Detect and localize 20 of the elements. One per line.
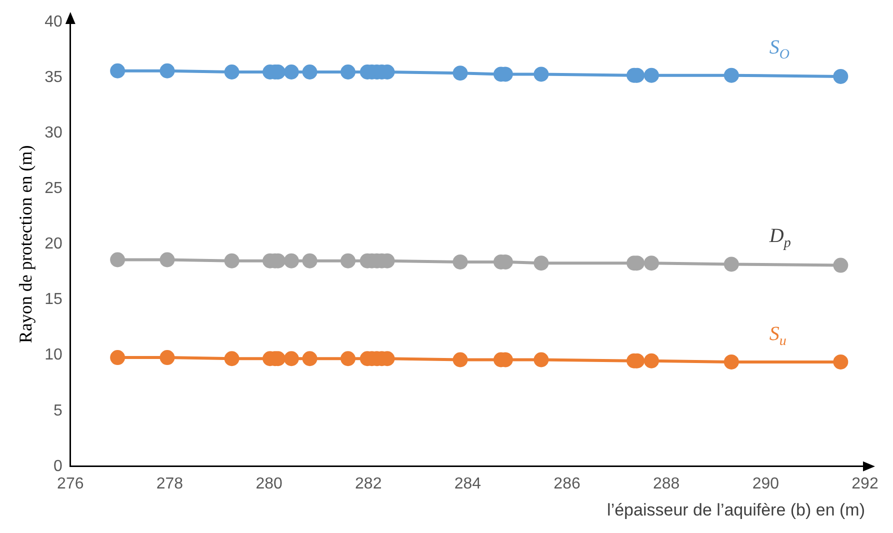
x-tick-label: 276 — [57, 475, 84, 492]
y-tick-label: 35 — [44, 68, 62, 86]
x-tick-label: 290 — [752, 475, 780, 492]
y-tick-label: 5 — [53, 402, 62, 420]
y-tick-label: 25 — [44, 180, 62, 198]
x-tick-label: 278 — [156, 475, 184, 492]
x-tick-label: 292 — [852, 475, 878, 492]
x-tick-label: 280 — [256, 475, 282, 492]
x-axis-title: l’épaisseur de l’aquifère (b) en (m) — [607, 500, 865, 520]
y-tick-label: 15 — [44, 291, 62, 308]
y-tick-label: 30 — [44, 124, 62, 142]
y-tick-label: 0 — [53, 458, 62, 475]
x-tick-label: 286 — [554, 475, 580, 492]
x-tick-label: 284 — [454, 475, 482, 492]
y-tick-label: 20 — [44, 236, 62, 253]
y-axis-title: Rayon de protection en (m) — [16, 145, 36, 344]
y-tick-label: 40 — [44, 13, 62, 30]
x-tick-label: 288 — [653, 475, 680, 492]
x-tick-label: 282 — [355, 475, 382, 492]
y-tick-label: 10 — [44, 346, 62, 364]
